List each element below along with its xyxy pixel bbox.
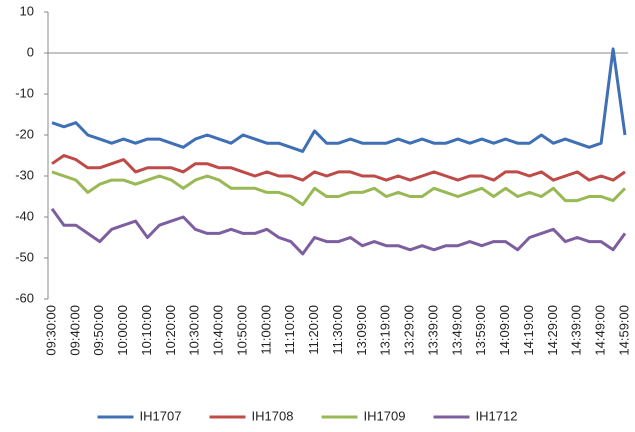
y-tick-label: -10 xyxy=(15,85,34,100)
y-tick-label: -40 xyxy=(15,208,34,223)
x-tick-label: 14:49:00 xyxy=(593,305,608,356)
x-tick-label: 10:50:00 xyxy=(234,305,249,356)
x-tick-label: 13:39:00 xyxy=(425,305,440,356)
series-line xyxy=(51,47,627,153)
x-tick-label: 13:19:00 xyxy=(378,305,393,356)
series-line xyxy=(51,154,626,182)
x-tick-label: 09:50:00 xyxy=(91,305,106,356)
series-line xyxy=(51,170,627,207)
y-tick-label: -20 xyxy=(15,126,34,141)
x-tick-label: 10:20:00 xyxy=(163,305,178,356)
legend-label: IH1708 xyxy=(252,408,294,423)
y-tick-label: 10 xyxy=(20,3,34,18)
x-tick-label: 11:30:00 xyxy=(330,305,345,355)
series-line xyxy=(50,207,627,256)
x-tick-label: 14:19:00 xyxy=(521,305,536,356)
legend-label: IH1709 xyxy=(364,408,406,423)
legend-label: IH1707 xyxy=(140,408,182,423)
x-tick-label: 10:10:00 xyxy=(139,305,154,356)
x-tick-label: 10:40:00 xyxy=(211,305,226,356)
x-tick-label: 13:49:00 xyxy=(449,305,464,356)
x-tick-label: 09:40:00 xyxy=(67,305,82,356)
y-tick-label: -60 xyxy=(15,290,34,305)
y-tick-label: -30 xyxy=(15,167,34,182)
x-tick-label: 10:30:00 xyxy=(187,305,202,356)
y-tick-label: -50 xyxy=(15,249,34,264)
y-tick-label: 0 xyxy=(27,44,34,59)
x-tick-label: 11:00:00 xyxy=(258,305,273,355)
x-tick-label: 09:30:00 xyxy=(43,305,58,356)
x-tick-label: 14:59:00 xyxy=(616,305,631,356)
legend-label: IH1712 xyxy=(476,408,518,423)
x-tick-label: 13:29:00 xyxy=(402,305,417,356)
x-tick-label: 14:39:00 xyxy=(569,305,584,356)
x-tick-label: 14:09:00 xyxy=(497,305,512,356)
x-tick-label: 14:29:00 xyxy=(545,305,560,356)
x-tick-label: 13:59:00 xyxy=(473,305,488,356)
x-tick-label: 13:09:00 xyxy=(354,305,369,356)
x-tick-label: 11:20:00 xyxy=(306,305,321,355)
x-tick-label: 11:10:00 xyxy=(282,305,297,355)
x-tick-label: 10:00:00 xyxy=(115,305,130,356)
